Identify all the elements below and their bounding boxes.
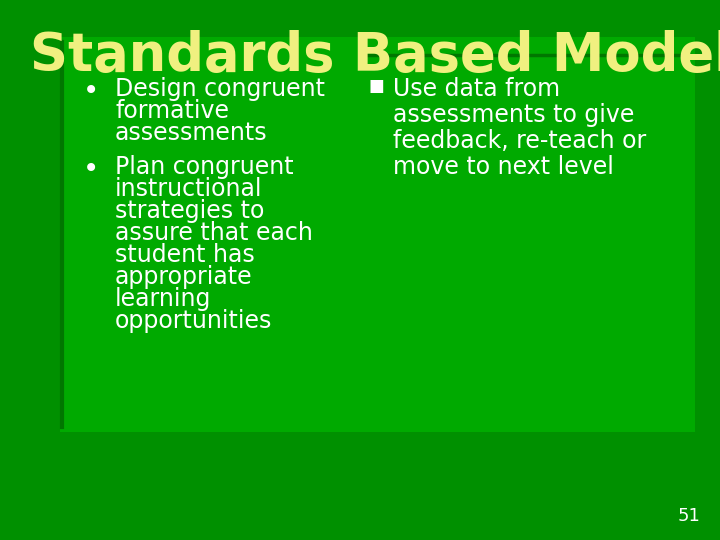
Text: strategies to: strategies to: [115, 199, 264, 223]
Text: move to next level: move to next level: [393, 155, 614, 179]
Text: Standards Based Model: Standards Based Model: [30, 30, 720, 82]
Bar: [60, 37, 695, 432]
Text: Use data from: Use data from: [393, 77, 560, 101]
Text: learning: learning: [115, 287, 212, 311]
Text: assessments to give: assessments to give: [393, 103, 634, 127]
Text: opportunities: opportunities: [115, 309, 272, 333]
Text: instructional: instructional: [115, 177, 263, 201]
Text: 51: 51: [677, 507, 700, 525]
Text: student has: student has: [115, 243, 255, 267]
Text: Design congruent: Design congruent: [115, 77, 325, 101]
Text: assure that each: assure that each: [115, 221, 313, 245]
Text: Plan congruent: Plan congruent: [115, 155, 294, 179]
Text: feedback, re-teach or: feedback, re-teach or: [393, 129, 647, 153]
Text: assessments: assessments: [115, 121, 268, 145]
Text: formative: formative: [115, 99, 229, 123]
Text: appropriate: appropriate: [115, 265, 253, 289]
Text: •: •: [83, 155, 99, 183]
Text: •: •: [83, 77, 99, 105]
Text: ■: ■: [368, 77, 384, 95]
